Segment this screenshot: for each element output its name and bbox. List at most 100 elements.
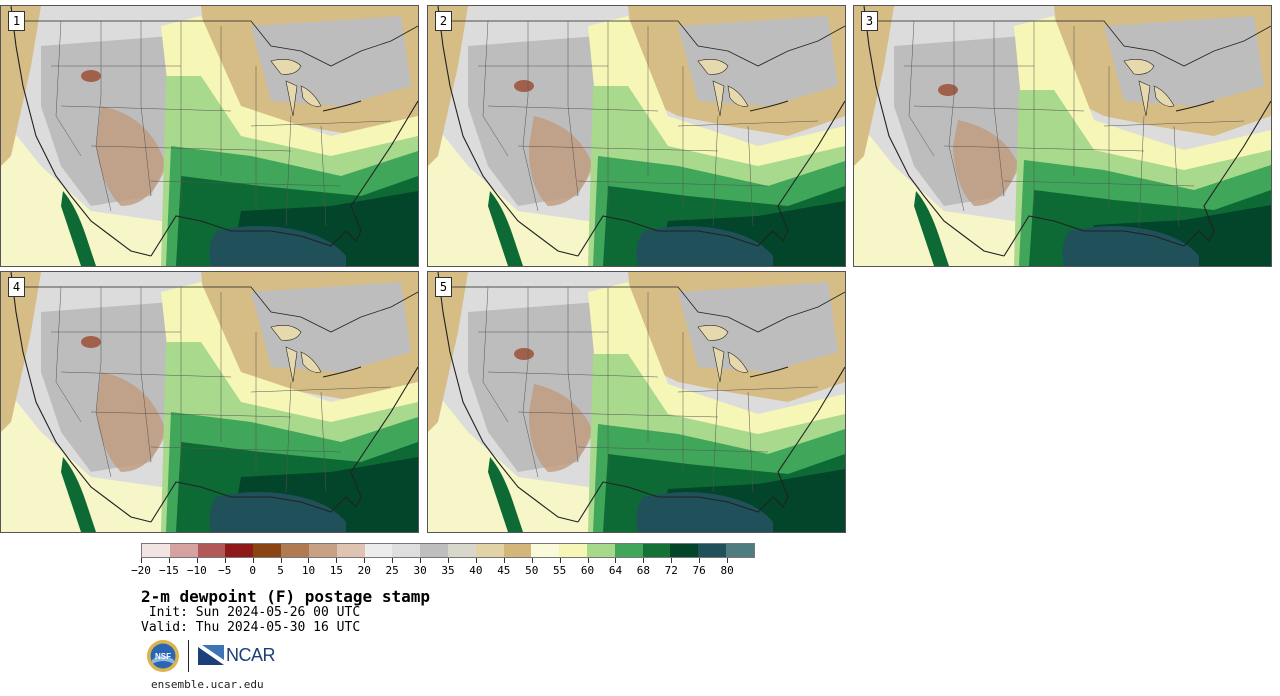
colorbar-swatch bbox=[447, 544, 476, 557]
state-line bbox=[150, 446, 342, 453]
colorbar-tick bbox=[252, 558, 254, 563]
colorbar-swatch bbox=[642, 544, 671, 557]
colorbar-swatch bbox=[531, 544, 560, 557]
state-line bbox=[567, 287, 579, 463]
state-line bbox=[567, 21, 579, 197]
colorbar-tick bbox=[141, 558, 142, 563]
great-lake bbox=[1175, 100, 1215, 112]
website-url: ensemble.ucar.edu bbox=[151, 678, 264, 691]
brown-dry-region bbox=[528, 116, 593, 206]
great-lake bbox=[712, 346, 725, 383]
state-line bbox=[60, 371, 232, 378]
great-lake bbox=[322, 100, 362, 112]
great-lake bbox=[1123, 59, 1155, 75]
colorbar-tick bbox=[168, 558, 170, 563]
state-line bbox=[487, 105, 659, 112]
colorbar-swatch bbox=[475, 544, 504, 557]
logo-separator bbox=[188, 640, 189, 672]
state-line bbox=[577, 180, 769, 187]
state-line bbox=[993, 21, 1005, 197]
great-lake bbox=[749, 100, 789, 112]
state-line bbox=[250, 120, 392, 127]
state-line bbox=[677, 386, 819, 393]
brown-dry-region bbox=[96, 106, 166, 206]
colorbar-swatch bbox=[670, 544, 699, 557]
valid-time: Valid: Thu 2024-05-30 16 UTC bbox=[141, 620, 361, 635]
dewpoint-map bbox=[1, 272, 418, 532]
colorbar-swatch bbox=[308, 544, 337, 557]
colorbar-swatch bbox=[281, 544, 309, 557]
colorbar-tick-label: −15 bbox=[158, 564, 179, 577]
state-line bbox=[55, 286, 82, 423]
colorbar-tick-label: 40 bbox=[469, 564, 483, 577]
colorbar-tick-label: 68 bbox=[636, 564, 650, 577]
colorbar-tick-label: 60 bbox=[580, 564, 595, 577]
colorbar-swatch bbox=[614, 544, 643, 557]
tan-region bbox=[428, 272, 468, 432]
state-line bbox=[517, 145, 719, 152]
colorbar-tick bbox=[336, 558, 338, 563]
colorbar-tick bbox=[280, 558, 282, 563]
colorbar-tick-label: 0 bbox=[249, 564, 256, 577]
state-line bbox=[320, 391, 327, 493]
great-lake bbox=[270, 325, 302, 341]
state-line bbox=[747, 391, 754, 493]
colorbar-tick bbox=[643, 558, 645, 563]
colorbar-tick-label: −20 bbox=[131, 564, 151, 577]
colorbar-swatch bbox=[364, 544, 393, 557]
state-line bbox=[90, 411, 292, 418]
colorbar-tick bbox=[448, 558, 449, 563]
colorbar-tick bbox=[420, 558, 422, 563]
state-line bbox=[250, 386, 392, 393]
colorbar-tick bbox=[364, 558, 366, 563]
state-line bbox=[908, 20, 935, 157]
state-line bbox=[482, 20, 509, 157]
tan-region bbox=[854, 6, 894, 166]
nsf-logo: NSF bbox=[147, 640, 179, 672]
panel-number: 2 bbox=[435, 11, 452, 31]
state-line bbox=[712, 381, 719, 493]
border-line bbox=[21, 286, 418, 333]
state-line bbox=[95, 21, 112, 212]
colorbar-tick bbox=[559, 558, 561, 563]
great-lake bbox=[285, 80, 298, 117]
colorbar-tick-label: 5 bbox=[277, 564, 284, 577]
colorbar-tick-label: 35 bbox=[441, 564, 455, 577]
brown-dry-spot bbox=[514, 80, 534, 92]
state-line bbox=[55, 20, 82, 157]
colorbar-tick-label: 76 bbox=[692, 564, 706, 577]
state-line bbox=[150, 180, 342, 187]
colorbar-tick bbox=[392, 558, 394, 563]
brown-dry-spot bbox=[81, 336, 101, 348]
baja-green bbox=[61, 191, 96, 266]
state-line bbox=[1103, 120, 1245, 127]
dewpoint-map bbox=[1, 6, 418, 266]
ncar-logo-text: NCAR bbox=[226, 644, 276, 665]
colorbar-tick bbox=[587, 558, 589, 563]
gulf-of-mexico bbox=[636, 492, 773, 532]
panel-number: 5 bbox=[435, 277, 452, 297]
colorbar-tick-label: 64 bbox=[608, 564, 623, 577]
colorbar-tick bbox=[671, 558, 673, 563]
coastline bbox=[437, 6, 845, 257]
colorbar-swatch bbox=[169, 544, 198, 557]
state-line bbox=[140, 21, 152, 197]
state-line bbox=[487, 371, 659, 378]
great-lake bbox=[300, 351, 322, 373]
state-line bbox=[95, 287, 112, 478]
baja-green bbox=[488, 191, 523, 266]
colorbar-tick-label: 72 bbox=[664, 564, 678, 577]
colorbar-swatch bbox=[225, 544, 254, 557]
great-lake bbox=[285, 346, 298, 383]
state-line bbox=[320, 125, 327, 227]
brown-dry-spot bbox=[81, 70, 101, 82]
state-line bbox=[1138, 115, 1145, 227]
state-line bbox=[747, 125, 754, 227]
great-lake bbox=[697, 325, 729, 341]
state-line bbox=[482, 286, 509, 423]
colorbar-tick-label: 10 bbox=[301, 564, 316, 577]
gulf-of-mexico bbox=[209, 492, 346, 532]
state-line bbox=[517, 411, 719, 418]
state-line bbox=[913, 105, 1085, 112]
colorbar-swatch bbox=[336, 544, 365, 557]
